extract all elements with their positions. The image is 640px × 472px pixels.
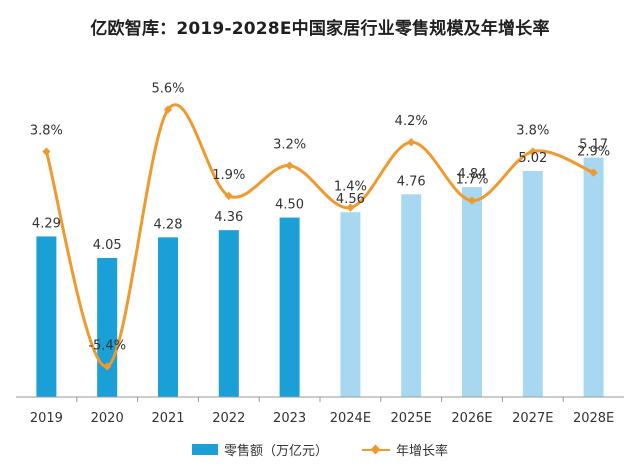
legend-item-growth[interactable]: 年增长率 xyxy=(362,440,448,459)
bar-2025E xyxy=(401,194,422,397)
legend-sales-label: 零售额（万亿元） xyxy=(223,444,328,459)
bar-2026E xyxy=(462,187,482,397)
x-tick-label-2019: 2019 xyxy=(30,411,63,426)
legend-line-swatch xyxy=(362,444,390,456)
bar-2021 xyxy=(158,237,178,397)
x-tick-label-2021: 2021 xyxy=(151,411,184,426)
legend-item-sales[interactable]: 零售额（万亿元） xyxy=(191,440,328,459)
growth-point-2019 xyxy=(42,147,51,156)
growth-point-2020 xyxy=(103,362,112,371)
x-axis: 2019 2020 2021 2022 2023 2024E 2025E 2026E 2027E… xyxy=(16,396,624,426)
bar-label-2021: 4.28 xyxy=(154,217,183,232)
growth-line xyxy=(44,103,595,368)
x-tick-label-2028E: 2028E xyxy=(573,411,614,426)
line-labels-layer: 3.8% -5.4% 5.6% 1.9% 3.2% 1.4% 4.2% 1.7% 3.8% 2.9… xyxy=(30,82,610,354)
x-tick-label-2025E: 2025E xyxy=(391,411,432,426)
bar-2028E xyxy=(583,157,604,397)
growth-point-2024E xyxy=(346,203,355,212)
growth-label-2026E: 1.7% xyxy=(455,173,488,188)
growth-label-2025E: 4.2% xyxy=(395,114,428,129)
growth-point-2022 xyxy=(224,191,233,201)
bar-label-2025E: 4.76 xyxy=(397,174,426,189)
growth-label-2023: 3.2% xyxy=(273,138,306,153)
growth-label-2021: 5.6% xyxy=(151,82,184,97)
growth-label-2022: 1.9% xyxy=(212,168,245,183)
bar-2020 xyxy=(97,257,118,397)
chart-title: 亿欧智库：2019-2028E中国家居行业零售规模及年增长率 xyxy=(90,19,550,39)
bar-label-2020: 4.05 xyxy=(93,238,122,253)
growth-label-2019: 3.8% xyxy=(30,124,63,139)
bars-layer xyxy=(36,157,604,397)
growth-point-2023 xyxy=(285,161,294,170)
legend-growth-label: 年增长率 xyxy=(396,444,449,459)
x-tick-label-2022: 2022 xyxy=(212,411,245,426)
legend-bar-swatch xyxy=(191,444,218,455)
growth-label-2024E: 1.4% xyxy=(334,180,367,195)
chart-plot: 4.29 4.05 4.28 4.36 4.50 4.56 4.76 4.84 5.02 5.17… xyxy=(16,82,624,426)
growth-label-2020: -5.4% xyxy=(88,338,126,353)
bar-2027E xyxy=(522,170,543,397)
growth-point-2026E xyxy=(467,196,477,205)
growth-point-2027E xyxy=(528,147,537,156)
x-tick-label-2026E: 2026E xyxy=(451,411,492,426)
bar-label-2022: 4.36 xyxy=(214,210,243,225)
bar-2019 xyxy=(36,236,57,397)
x-tick-label-2024E: 2024E xyxy=(330,411,371,426)
bar-label-2026E: 4.84 xyxy=(458,167,487,182)
bar-label-2027E: 5.02 xyxy=(518,151,547,166)
growth-label-2027E: 3.8% xyxy=(516,124,549,139)
bar-2024E xyxy=(340,212,361,397)
line-layer xyxy=(42,103,598,371)
bar-label-2019: 4.29 xyxy=(32,216,61,231)
legend: 零售额（万亿元） 年增长率 xyxy=(0,440,640,459)
growth-point-2021 xyxy=(163,105,173,114)
x-tick-label-2020: 2020 xyxy=(91,411,124,426)
bar-label-2024E: 4.56 xyxy=(336,192,365,207)
x-tick-label-2027E: 2027E xyxy=(512,411,553,426)
bar-labels-layer: 4.29 4.05 4.28 4.36 4.50 4.56 4.76 4.84 5.02 5.17 xyxy=(32,138,608,253)
growth-point-2025E xyxy=(407,138,416,147)
x-tick-label-2023: 2023 xyxy=(273,411,306,426)
bar-2022 xyxy=(218,230,239,397)
bar-label-2023: 4.50 xyxy=(275,198,304,213)
bar-2023 xyxy=(279,217,300,397)
growth-point-2028E xyxy=(589,168,598,177)
growth-label-2028E: 2.9% xyxy=(577,145,610,160)
bar-label-2028E: 5.17 xyxy=(579,138,608,153)
